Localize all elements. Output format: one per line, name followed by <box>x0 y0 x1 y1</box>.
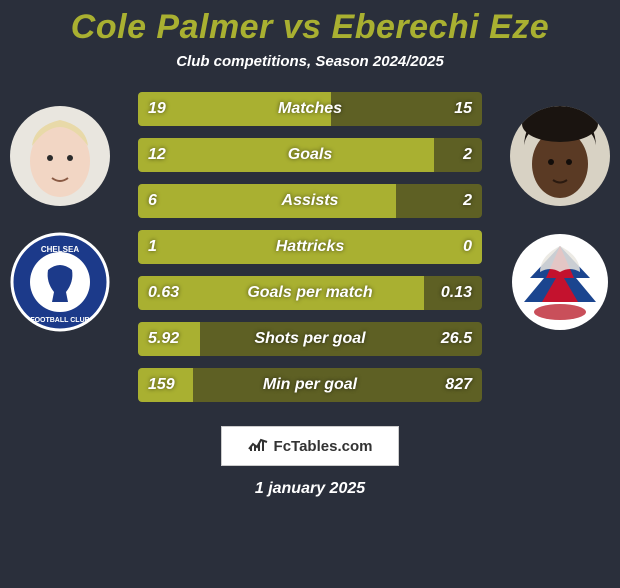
stat-row: 10Hattricks <box>138 230 482 264</box>
stat-row: 5.9226.5Shots per goal <box>138 322 482 356</box>
stat-label: Matches <box>138 100 482 118</box>
comparison-area: CHELSEA FOOTBALL CLUB 1915Matches 122Goal… <box>0 92 620 412</box>
player-right-face-icon <box>510 106 610 206</box>
stat-label: Goals per match <box>138 284 482 302</box>
stat-label: Shots per goal <box>138 330 482 348</box>
stat-row: 1915Matches <box>138 92 482 126</box>
chelsea-crest-icon: CHELSEA FOOTBALL CLUB <box>10 232 110 332</box>
stat-label: Hattricks <box>138 238 482 256</box>
date-text: 1 january 2025 <box>0 480 620 498</box>
stat-label: Min per goal <box>138 376 482 394</box>
svg-text:FOOTBALL CLUB: FOOTBALL CLUB <box>30 317 89 324</box>
svg-text:CHELSEA: CHELSEA <box>41 245 79 254</box>
crystal-palace-crest-icon <box>510 232 610 332</box>
club-right-crest <box>510 232 610 332</box>
stat-row: 122Goals <box>138 138 482 172</box>
source-logo-text: FcTables.com <box>274 438 373 455</box>
source-logo: FcTables.com <box>221 426 399 466</box>
stat-row: 159827Min per goal <box>138 368 482 402</box>
chart-spark-icon <box>248 436 268 456</box>
stat-bars: 1915Matches 122Goals 62Assists 10Hattricks 0… <box>138 92 482 414</box>
club-left-crest: CHELSEA FOOTBALL CLUB <box>10 232 110 332</box>
stat-label: Assists <box>138 192 482 210</box>
page-title: Cole Palmer vs Eberechi Eze <box>0 8 620 47</box>
stat-label: Goals <box>138 146 482 164</box>
stat-row: 0.630.13Goals per match <box>138 276 482 310</box>
stat-row: 62Assists <box>138 184 482 218</box>
subtitle: Club competitions, Season 2024/2025 <box>0 53 620 70</box>
player-right-avatar <box>510 106 610 206</box>
player-left-avatar <box>10 106 110 206</box>
player-left-face-icon <box>10 106 110 206</box>
